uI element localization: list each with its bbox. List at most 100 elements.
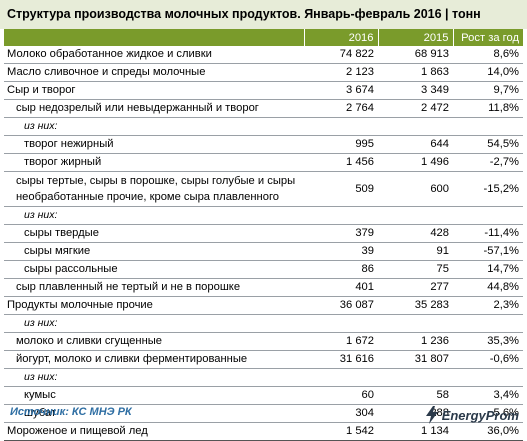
row-label: сыр недозрелый или невыдержанный и творо… (4, 99, 304, 118)
value-2015: 91 (378, 242, 453, 261)
row-label: из них: (4, 206, 304, 225)
growth-value: 2,3% (453, 296, 523, 315)
page-title: Структура производства молочных продукто… (0, 0, 527, 29)
value-2015 (378, 117, 453, 136)
value-2015: 1 863 (378, 63, 453, 82)
footer: Источник: КС МНЭ РК EnergyProm (0, 402, 527, 427)
growth-value: 11,8% (453, 99, 523, 118)
value-2015: 600 (378, 171, 453, 207)
value-2016: 1 456 (304, 153, 378, 172)
growth-value: -15,2% (453, 171, 523, 207)
value-2016: 74 822 (304, 46, 378, 64)
value-2015 (378, 206, 453, 225)
subheader-row: из них: (4, 117, 523, 136)
header-growth: Рост за год (453, 29, 523, 46)
table-row: Масло сливочное и спреды молочные 2 123 1 … (4, 63, 523, 82)
row-label: Молоко обработанное жидкое и сливки (4, 46, 304, 64)
header-label (4, 29, 305, 46)
value-2016 (304, 368, 378, 387)
value-2015: 288 (378, 404, 453, 423)
row-label: йогурт, молоко и сливки ферментированные (4, 350, 304, 369)
row-label: молоко и сливки сгущенные (4, 332, 304, 351)
growth-value (453, 206, 523, 225)
value-2015: 1 496 (378, 153, 453, 172)
value-2015 (378, 368, 453, 387)
table-row: творог жирный 1 456 1 496 -2,7% (4, 153, 523, 172)
growth-value (453, 314, 523, 333)
growth-value (453, 368, 523, 387)
row-label: сыры тертые, сыры в порошке, сыры голубы… (4, 171, 304, 207)
production-table: 2016 2015 Рост за год Молоко обработанно… (4, 29, 523, 441)
value-2016 (304, 206, 378, 225)
subheader-row: из них: (4, 368, 523, 387)
table-row: кумыс 60 58 3,4% (4, 386, 523, 405)
value-2016: 401 (304, 278, 378, 297)
row-label: кумыс (4, 386, 304, 405)
row-label: сыры мягкие (4, 242, 304, 261)
row-label: сыр плавленный не тертый и не в порошке (4, 278, 304, 297)
value-2016: 304 (304, 404, 378, 423)
value-2016: 1 672 (304, 332, 378, 351)
value-2015: 58 (378, 386, 453, 405)
value-2015: 31 807 (378, 350, 453, 369)
growth-value: 54,5% (453, 135, 523, 154)
value-2015: 644 (378, 135, 453, 154)
row-label: сыры рассольные (4, 260, 304, 279)
growth-value: 3,4% (453, 386, 523, 405)
growth-value: 9,7% (453, 81, 523, 100)
table-row: йогурт, молоко и сливки ферментированные… (4, 350, 523, 369)
value-2016: 36 087 (304, 296, 378, 315)
value-2016: 2 764 (304, 99, 378, 118)
table-row: сыр плавленный не тертый и не в порошке 4… (4, 278, 523, 297)
value-2016: 379 (304, 224, 378, 243)
table-row: молоко и сливки сгущенные 1 672 1 236 35,3% (4, 332, 523, 351)
growth-value: 8,6% (453, 46, 523, 64)
growth-value: 14,7% (453, 260, 523, 279)
growth-value: -57,1% (453, 242, 523, 261)
value-2015: 75 (378, 260, 453, 279)
value-2016: 995 (304, 135, 378, 154)
row-label: Масло сливочное и спреды молочные (4, 63, 304, 82)
row-label: из них: (4, 314, 304, 333)
row-label: Продукты молочные прочие (4, 296, 304, 315)
table-row: Сыр и творог 3 674 3 349 9,7% (4, 81, 523, 100)
row-label: Сыр и творог (4, 81, 304, 100)
value-2015: 35 283 (378, 296, 453, 315)
growth-value: -2,7% (453, 153, 523, 172)
growth-value: 44,8% (453, 278, 523, 297)
value-2016: 86 (304, 260, 378, 279)
row-label: сыры твердые (4, 224, 304, 243)
value-2016 (304, 314, 378, 333)
source-note: Источник: КС МНЭ РК (10, 406, 132, 418)
growth-value: -11,4% (453, 224, 523, 243)
table-row: сыры рассольные 86 75 14,7% (4, 260, 523, 279)
value-2015: 1 236 (378, 332, 453, 351)
growth-value (453, 117, 523, 136)
value-2016: 60 (304, 386, 378, 405)
growth-value: 35,3% (453, 332, 523, 351)
logo-text: EnergyProm (441, 407, 519, 423)
value-2016: 3 674 (304, 81, 378, 100)
growth-value: -0,6% (453, 350, 523, 369)
value-2016: 2 123 (304, 63, 378, 82)
row-label: творог нежирный (4, 135, 304, 154)
energyprom-logo-icon (425, 406, 438, 424)
value-2016: 39 (304, 242, 378, 261)
value-2016: 509 (304, 171, 378, 207)
value-2015: 68 913 (378, 46, 453, 64)
growth-value: 14,0% (453, 63, 523, 82)
value-2016: 31 616 (304, 350, 378, 369)
table-row: шубат 304 288 5,6% (4, 404, 523, 423)
row-label: из них: (4, 368, 304, 387)
value-2016 (304, 117, 378, 136)
brand-logo: EnergyProm (424, 405, 519, 425)
row-label: шубат (4, 404, 304, 423)
header-2016: 2016 (304, 29, 379, 46)
table-row: сыры мягкие 39 91 -57,1% (4, 242, 523, 261)
header-2015: 2015 (378, 29, 454, 46)
table-body: Молоко обработанное жидкое и сливки 74 82… (4, 46, 523, 441)
row-label: творог жирный (4, 153, 304, 172)
growth-value: 5,6% (453, 404, 523, 423)
subheader-row: из них: (4, 314, 523, 333)
table-row: Продукты молочные прочие 36 087 35 283 2,3% (4, 296, 523, 315)
